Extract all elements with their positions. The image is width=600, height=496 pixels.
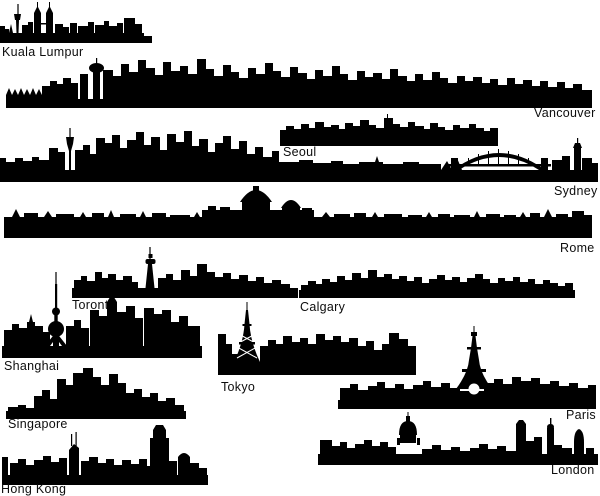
skyline-rome — [4, 186, 592, 238]
skyline-vancouver — [6, 58, 592, 108]
skyline-toronto — [72, 247, 298, 298]
skyline-hong-kong — [2, 425, 208, 485]
city-label-tokyo: Tokyo — [221, 380, 256, 394]
bank-of-china-tower-icon — [69, 432, 79, 475]
eiffel-tower-icon — [456, 326, 492, 400]
skyline-kuala-lumpur — [0, 2, 152, 43]
city-label-seoul: Seoul — [283, 145, 317, 159]
st-pauls-dome-icon — [397, 412, 420, 445]
city-label-singapore: Singapore — [8, 417, 68, 431]
skyline-london — [318, 412, 598, 465]
kl-tower-icon — [14, 4, 21, 33]
skyline-singapore — [6, 368, 186, 419]
harbour-centre-tower-icon — [89, 58, 104, 99]
gherkin-tower-icon — [574, 429, 584, 454]
skyline-calgary — [299, 270, 575, 298]
city-label-paris: Paris — [566, 408, 596, 422]
skyline-seoul — [280, 114, 498, 146]
city-label-calgary: Calgary — [300, 300, 346, 314]
tokyo-tower-icon — [234, 302, 260, 362]
oriental-pearl-tower-icon — [45, 272, 67, 346]
cn-tower-icon — [145, 247, 156, 288]
petronas-towers-icon — [34, 2, 53, 33]
bt-tower-icon — [547, 418, 554, 454]
city-label-vancouver: Vancouver — [534, 106, 596, 120]
city-label-sydney: Sydney — [554, 184, 598, 198]
harbour-bridge-icon — [447, 149, 551, 170]
city-label-hong-kong: Hong Kong — [1, 482, 67, 496]
skyline-sydney — [0, 128, 598, 182]
sydney-tower-icon — [66, 128, 74, 170]
city-label-kuala-lumpur: Kuala Lumpur — [2, 45, 84, 59]
city-label-rome: Rome — [560, 241, 595, 255]
city-label-london: London — [551, 463, 595, 477]
skyline-paris — [338, 326, 596, 409]
st-peters-dome-icon — [240, 186, 272, 210]
city-label-shanghai: Shanghai — [4, 359, 60, 373]
skyline-tokyo — [218, 302, 416, 375]
ifc-tower-icon — [150, 425, 169, 475]
city-label-toronto: Toronto — [72, 298, 116, 312]
skyline-shanghai — [2, 272, 202, 358]
